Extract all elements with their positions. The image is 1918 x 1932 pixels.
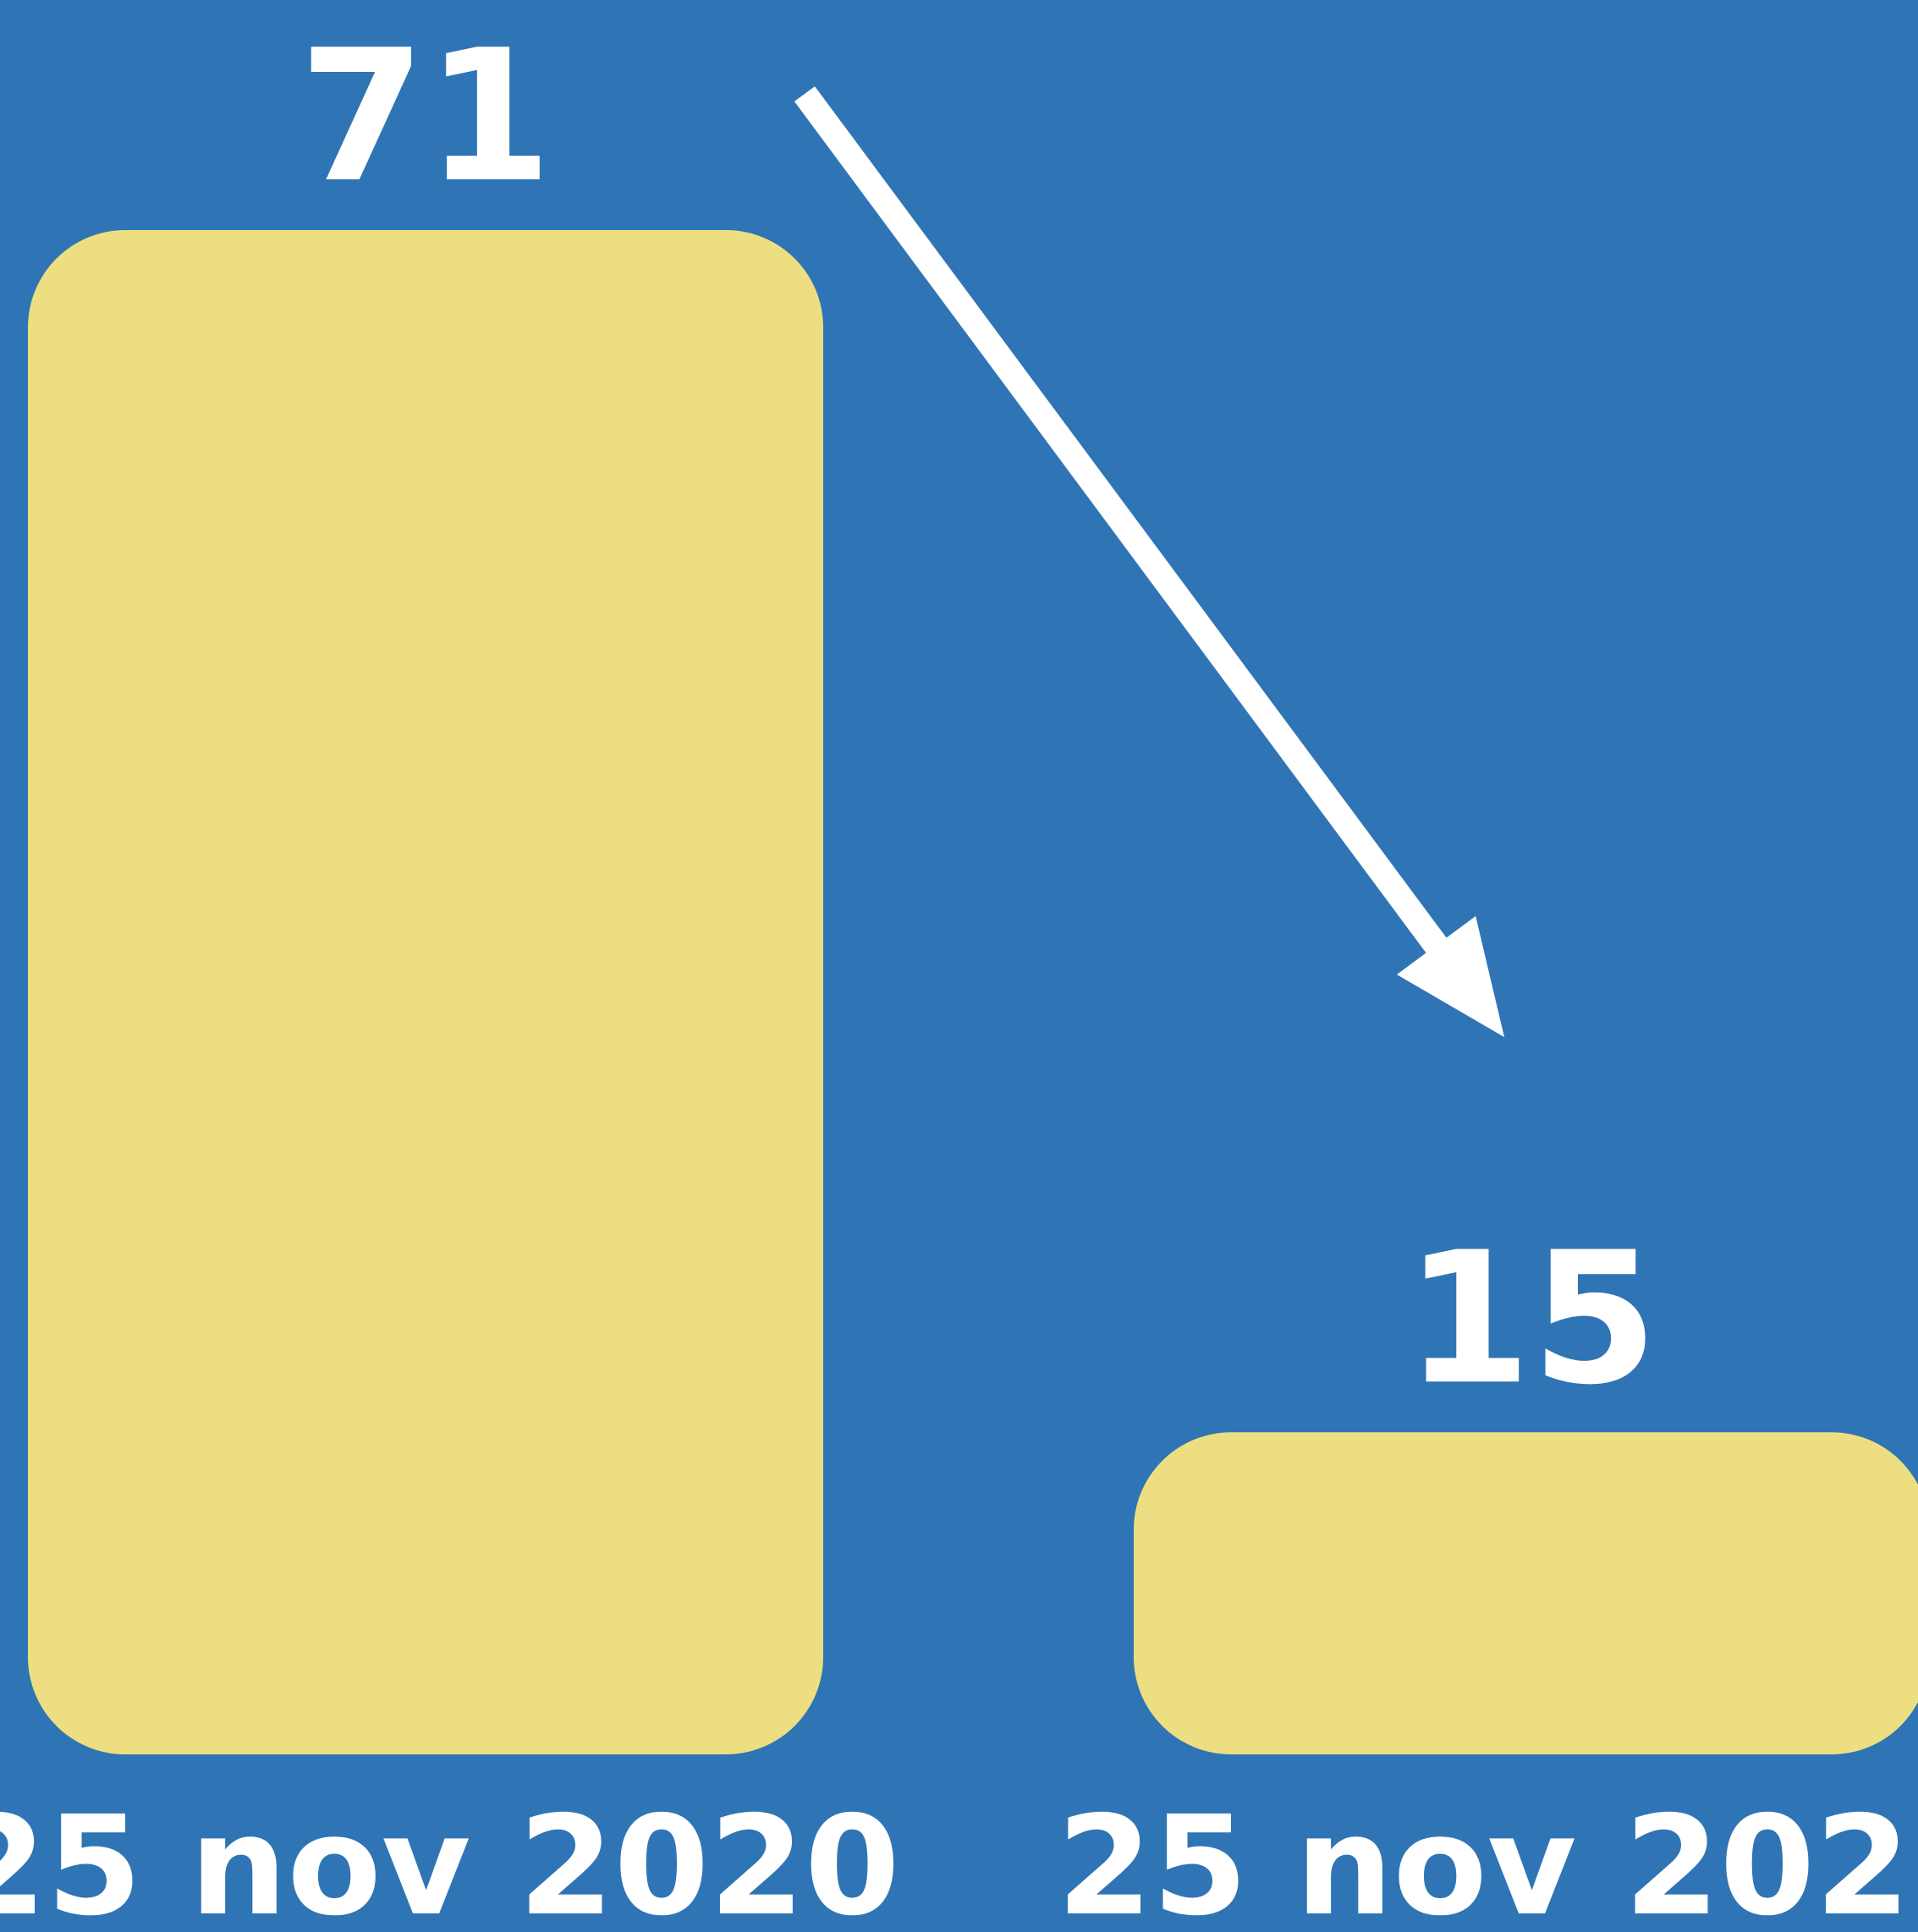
category-label-2: 25 nov 2021 (1057, 1787, 1918, 1932)
category-label-1: 25 nov 2020 (0, 1787, 900, 1932)
trend-arrow-shaft (794, 86, 1452, 960)
trend-arrow-head (1396, 916, 1504, 1037)
value-label-2: 15 (1404, 1212, 1657, 1424)
bars-layer (28, 230, 1918, 1754)
labels-layer: 71 25 nov 2020 15 25 nov 2021 (0, 10, 1918, 1932)
bar-1 (28, 230, 823, 1754)
trend-arrow (794, 86, 1504, 1037)
bar-2 (1134, 1432, 1918, 1754)
value-label-1: 71 (299, 10, 552, 222)
